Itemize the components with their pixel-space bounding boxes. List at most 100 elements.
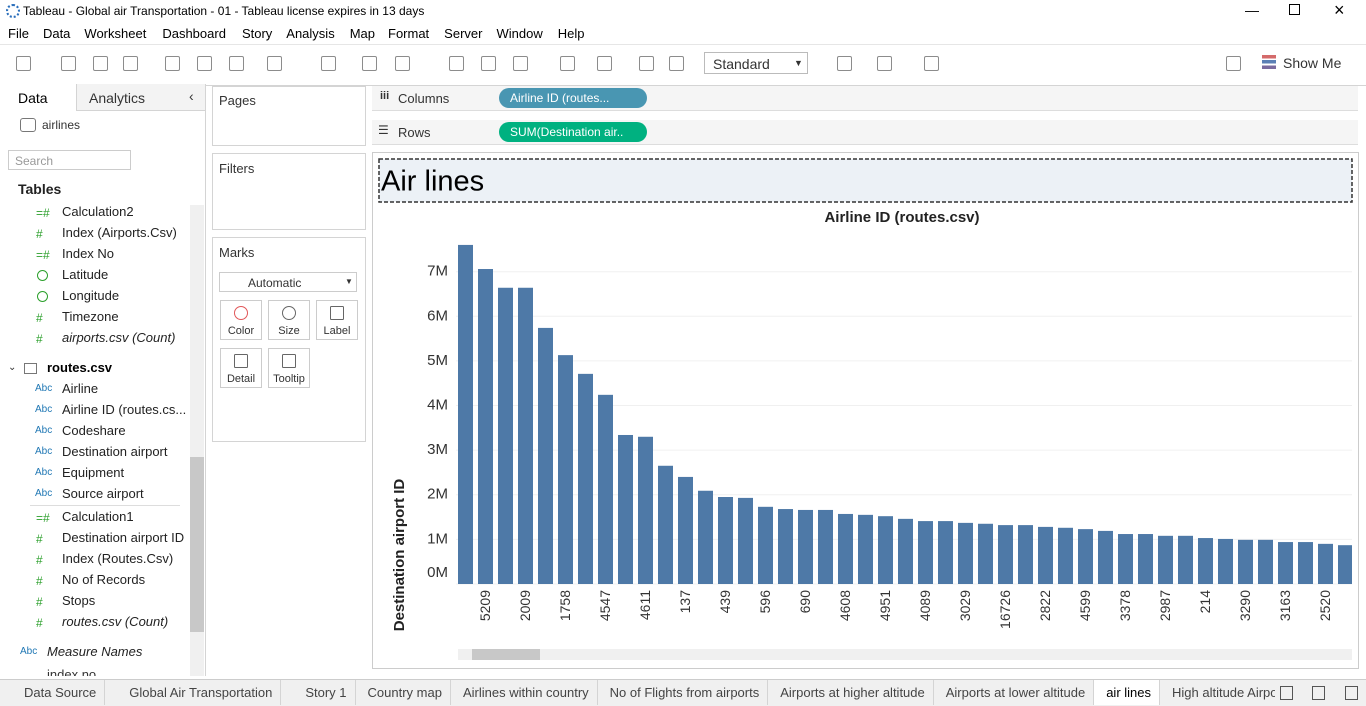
- field[interactable]: Measure Names: [47, 644, 143, 659]
- toolbar-icon[interactable]: [362, 56, 377, 71]
- field[interactable]: Destination airport: [62, 444, 168, 459]
- analytics-tab[interactable]: Analytics: [89, 90, 146, 106]
- field[interactable]: Stops: [62, 593, 96, 608]
- field[interactable]: Timezone: [62, 309, 119, 324]
- field[interactable]: Index No: [62, 246, 115, 261]
- show-me[interactable]: Show Me: [1283, 55, 1342, 71]
- sheet-tab[interactable]: No of Flights from airports: [598, 680, 769, 705]
- toolbar-icon[interactable]: [93, 56, 108, 71]
- toolbar-icon[interactable]: [597, 56, 612, 71]
- field[interactable]: Codeshare: [62, 423, 126, 438]
- collapse[interactable]: ‹: [189, 88, 194, 104]
- toolbar-icon[interactable]: [395, 56, 410, 71]
- tab-tool[interactable]: [1345, 686, 1358, 700]
- toolbar-icon[interactable]: [16, 56, 31, 71]
- menu-item[interactable]: Worksheet: [84, 26, 147, 41]
- menu-item[interactable]: Help: [557, 26, 585, 41]
- field[interactable]: Equipment: [62, 465, 125, 480]
- menu-item[interactable]: Server: [444, 26, 483, 41]
- toolbar-icon[interactable]: [165, 56, 180, 71]
- mark-type[interactable]: Automatic: [219, 272, 357, 292]
- mark-button[interactable]: [220, 300, 262, 340]
- restore[interactable]: [1289, 4, 1300, 15]
- toolbar-icon[interactable]: [560, 56, 575, 71]
- scroll-thumb[interactable]: [190, 457, 204, 632]
- sheet-tab[interactable]: Story 1: [281, 680, 356, 705]
- field[interactable]: Longitude: [62, 288, 120, 303]
- toolbar-icon[interactable]: [449, 56, 464, 71]
- field[interactable]: Airline ID (routes.cs...: [62, 402, 187, 417]
- field[interactable]: Calculation2: [62, 204, 134, 219]
- mark-button[interactable]: [316, 300, 358, 340]
- field[interactable]: index no: [47, 667, 97, 676]
- close[interactable]: ×: [1334, 0, 1345, 20]
- toolbar-icon[interactable]: [924, 56, 939, 71]
- table-name[interactable]: routes.csv: [47, 360, 113, 375]
- rows-pill[interactable]: SUM(Destination air..: [499, 122, 647, 142]
- mark-button-label[interactable]: Size: [278, 325, 300, 337]
- toolbar-icon[interactable]: [123, 56, 138, 71]
- toolbar-icon[interactable]: [669, 56, 684, 71]
- field[interactable]: Latitude: [62, 267, 109, 282]
- menu-item[interactable]: Data: [42, 26, 71, 41]
- h-scroll-thumb[interactable]: [472, 649, 540, 660]
- x-tick-label: 439: [717, 590, 733, 614]
- sheet-tab[interactable]: air lines: [1094, 680, 1160, 705]
- toolbar-icon[interactable]: [837, 56, 852, 71]
- toolbar-icon[interactable]: [197, 56, 212, 71]
- toolbar-icon[interactable]: [877, 56, 892, 71]
- mark-button[interactable]: [268, 348, 310, 388]
- y-tick-label: 4M: [427, 397, 448, 414]
- menu-item[interactable]: File: [8, 26, 29, 41]
- toolbar-icon[interactable]: [1226, 56, 1241, 71]
- field-icon: #: [36, 311, 43, 325]
- toolbar-icon[interactable]: [229, 56, 244, 71]
- mark-button-label[interactable]: Label: [323, 325, 351, 337]
- menu-item[interactable]: Window: [496, 26, 543, 41]
- field[interactable]: Index (Routes.Csv): [62, 551, 174, 566]
- field[interactable]: Index (Airports.Csv): [62, 225, 177, 240]
- field[interactable]: Destination airport ID: [62, 530, 185, 545]
- field[interactable]: Calculation1: [62, 509, 134, 524]
- field[interactable]: Source airport: [62, 486, 144, 501]
- toolbar-icon[interactable]: [481, 56, 496, 71]
- toolbar-icon[interactable]: [321, 56, 336, 71]
- field[interactable]: routes.csv (Count): [62, 614, 169, 629]
- sheet-tab[interactable]: Global Air Transportation: [105, 680, 282, 705]
- toolbar-icon[interactable]: [61, 56, 76, 71]
- field[interactable]: airports.csv (Count): [62, 330, 176, 345]
- mark-button-label[interactable]: Color: [227, 325, 255, 337]
- sheet-tab[interactable]: Data Source: [0, 680, 106, 705]
- field[interactable]: No of Records: [62, 572, 146, 587]
- fit-dropdown[interactable]: Standard: [704, 52, 808, 74]
- data-tab[interactable]: Data: [18, 90, 48, 106]
- sheet-tab[interactable]: Airports at lower altitude: [934, 680, 1095, 705]
- h-scrollbar[interactable]: [458, 649, 1352, 660]
- menu-item[interactable]: Analysis: [286, 26, 335, 41]
- tab-tool[interactable]: [1312, 686, 1325, 700]
- sheet-tab[interactable]: Airlines within country: [451, 680, 598, 705]
- mark-button-label[interactable]: Detail: [226, 373, 256, 385]
- search[interactable]: Search: [8, 150, 131, 170]
- menu-item[interactable]: Dashboard: [162, 26, 226, 41]
- toolbar-icon[interactable]: [639, 56, 654, 71]
- datasource[interactable]: airlines: [42, 118, 81, 132]
- menu-item[interactable]: Story: [241, 26, 273, 41]
- sheet-tab[interactable]: Country map: [356, 680, 451, 705]
- tab-tool[interactable]: [1280, 686, 1293, 700]
- minimize[interactable]: —: [1245, 2, 1259, 18]
- menu-item[interactable]: Format: [388, 26, 430, 41]
- expander[interactable]: ⌄: [8, 362, 17, 373]
- menu-item[interactable]: Map: [349, 26, 375, 41]
- toolbar-icon[interactable]: [267, 56, 282, 71]
- mark-button-label[interactable]: Tooltip: [273, 373, 305, 385]
- field-icon: #: [36, 332, 43, 346]
- x-axis-title: Airline ID (routes.csv): [824, 209, 979, 226]
- field[interactable]: Airline: [62, 381, 99, 396]
- columns-pill[interactable]: Airline ID (routes...: [499, 88, 647, 108]
- mark-button[interactable]: [268, 300, 310, 340]
- mark-button[interactable]: [220, 348, 262, 388]
- sheet-tab[interactable]: Airports at higher altitude: [768, 680, 934, 705]
- toolbar-icon[interactable]: [513, 56, 528, 71]
- tab-tools: [1275, 680, 1366, 705]
